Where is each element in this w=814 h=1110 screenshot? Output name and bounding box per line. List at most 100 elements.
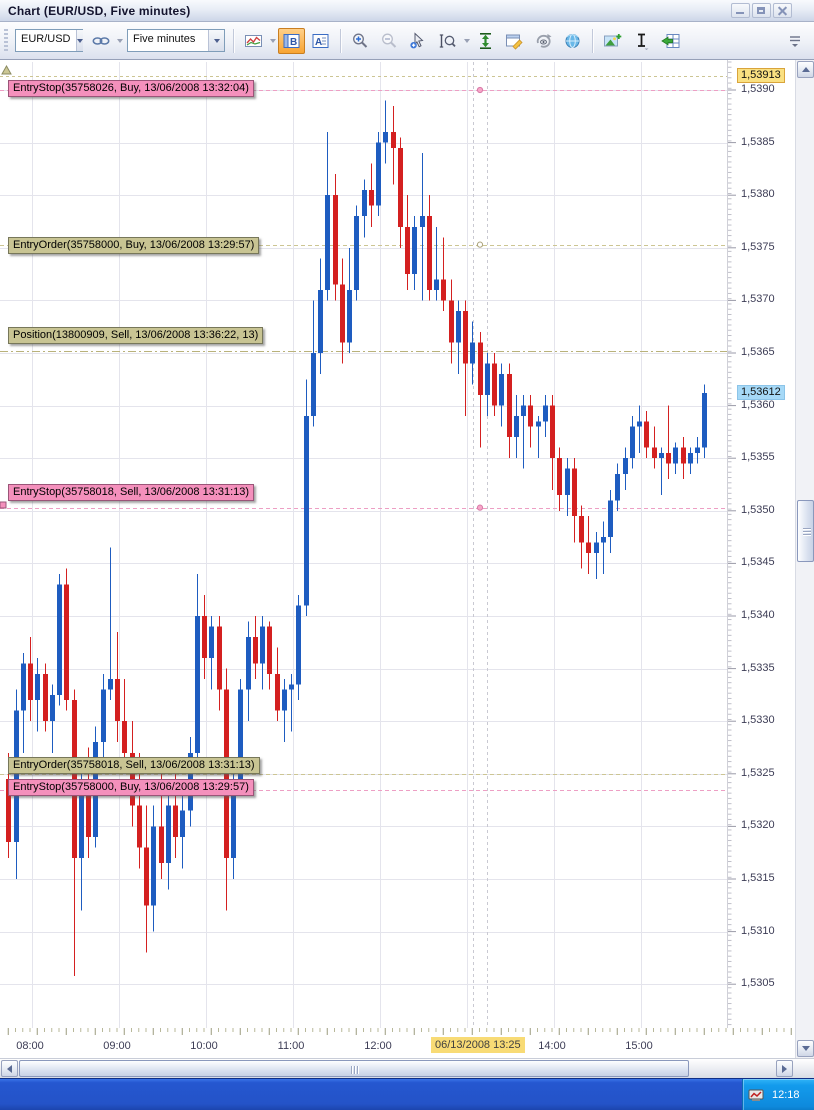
price-tick-label: 1,5375 [741,240,775,253]
toolbar-grip[interactable] [4,28,8,53]
time-axis[interactable]: 08:0009:0010:0011:0012:0013:0014:0015:00… [0,1028,795,1058]
candle [217,616,222,711]
taskbar[interactable]: 12:18 [0,1078,814,1110]
candle [354,205,359,301]
scroll-down-button[interactable] [797,1040,814,1057]
vertical-scrollbar-thumb[interactable] [797,500,814,562]
time-tick-label: 14:00 [538,1040,566,1052]
toolbar-overflow-icon [789,35,800,47]
candle [557,447,562,511]
candle [57,573,62,706]
candle [362,179,367,238]
horizontal-scrollbar[interactable] [0,1058,814,1078]
maximize-icon [757,7,765,14]
symbol-combo-arrow[interactable] [75,30,83,51]
candle [253,616,258,680]
table-export-button[interactable] [657,28,684,54]
order-label[interactable]: EntryStop(35758018, Sell, 13/06/2008 13:… [8,484,255,501]
chart-layout-a-button[interactable]: A [307,28,334,54]
toolbar-overflow-button[interactable] [781,28,808,54]
candle [492,353,497,417]
order-label[interactable]: Position(13800909, Sell, 13/06/2008 13:3… [8,327,264,344]
zoom-box-dropdown-arrow[interactable] [462,28,471,54]
horizontal-scrollbar-thumb[interactable] [19,1060,689,1077]
candle [434,226,439,301]
zoom-in-button[interactable] [347,28,374,54]
price-tick-label: 1,5385 [741,135,775,148]
price-tick-label: 1,5305 [741,977,775,990]
chart-plot-area[interactable] [0,60,727,1028]
candlestick-chart [0,62,727,1028]
scroll-up-button[interactable] [797,61,814,78]
candle [550,395,555,490]
toolbar-separator [340,28,341,53]
note-edit-button[interactable] [501,28,528,54]
scroll-left-button[interactable] [1,1060,18,1077]
chart-layout-b-button[interactable]: B [278,27,305,54]
chart-type-dropdown-arrow[interactable] [268,28,277,54]
candle [536,416,541,459]
timeframe-combo[interactable]: Five minutes [127,29,225,52]
order-label[interactable]: EntryStop(35758026, Buy, 13/06/2008 13:3… [8,80,254,97]
symbol-combo[interactable]: EUR/USD [15,29,83,52]
minimize-icon [736,12,744,14]
globe-button[interactable] [559,28,586,54]
triangle-marker [1,64,12,75]
title-bar[interactable]: Chart (EUR/USD, Five minutes) [0,0,814,22]
candle [195,573,200,764]
tray-app-icon[interactable] [748,1088,766,1102]
table-export-icon [660,33,679,48]
price-tick-label: 1,5310 [741,924,775,937]
candle [478,331,483,448]
time-tick-label: 08:00 [16,1040,44,1052]
price-tick-label: 1,5330 [741,714,775,727]
order-label[interactable]: EntryOrder(35758000, Buy, 13/06/2008 13:… [8,237,260,254]
pointer-zoom-button[interactable] [405,28,432,54]
candle [246,621,251,722]
text-tool-button[interactable] [628,28,655,54]
candle [652,426,657,469]
candle [702,384,707,459]
candle [456,300,461,375]
timeframe-combo-arrow[interactable] [208,30,224,51]
candle [470,321,475,385]
line-dot-marker [476,86,484,94]
arrow-down-icon [801,1046,810,1051]
candle [601,521,606,574]
link-dropdown-arrow[interactable] [115,28,124,54]
vertical-scrollbar[interactable] [795,60,814,1058]
candle [659,447,664,496]
candle [695,437,700,464]
candle [333,174,338,301]
link-button[interactable] [87,28,114,54]
minimize-button[interactable] [731,3,750,18]
zoom-box-button[interactable] [434,28,461,54]
maximize-button[interactable] [752,3,771,18]
candle [340,258,345,364]
candle [318,258,323,375]
candle [521,395,526,469]
candle [586,516,591,574]
image-add-button[interactable] [599,28,626,54]
candle [108,547,113,701]
order-label[interactable]: EntryStop(35758000, Buy, 13/06/2008 13:2… [8,779,254,796]
fit-vertical-button[interactable] [472,28,499,54]
candle [202,594,207,680]
price-tick-label: 1,5350 [741,503,775,516]
close-button[interactable] [773,3,792,18]
time-tick-label: 15:00 [625,1040,653,1052]
candle [681,437,686,480]
zoom-out-button[interactable] [376,28,403,54]
candle [144,805,149,953]
visibility-button[interactable] [530,28,557,54]
chart-type-icon [245,34,262,47]
price-tick-label: 1,5335 [741,661,775,674]
symbol-combo-value: EUR/USD [21,33,71,45]
order-label[interactable]: EntryOrder(35758018, Sell, 13/06/2008 13… [8,757,260,774]
scroll-right-button[interactable] [776,1060,793,1077]
candle [637,405,642,453]
time-axis-ruler [7,1028,792,1035]
price-axis[interactable]: 1,5390 1,5385 1,5380 1,5375 1,5370 1,5365 1,53… [727,60,795,1058]
chart-type-button[interactable] [240,28,267,54]
svg-text:B: B [290,37,297,48]
